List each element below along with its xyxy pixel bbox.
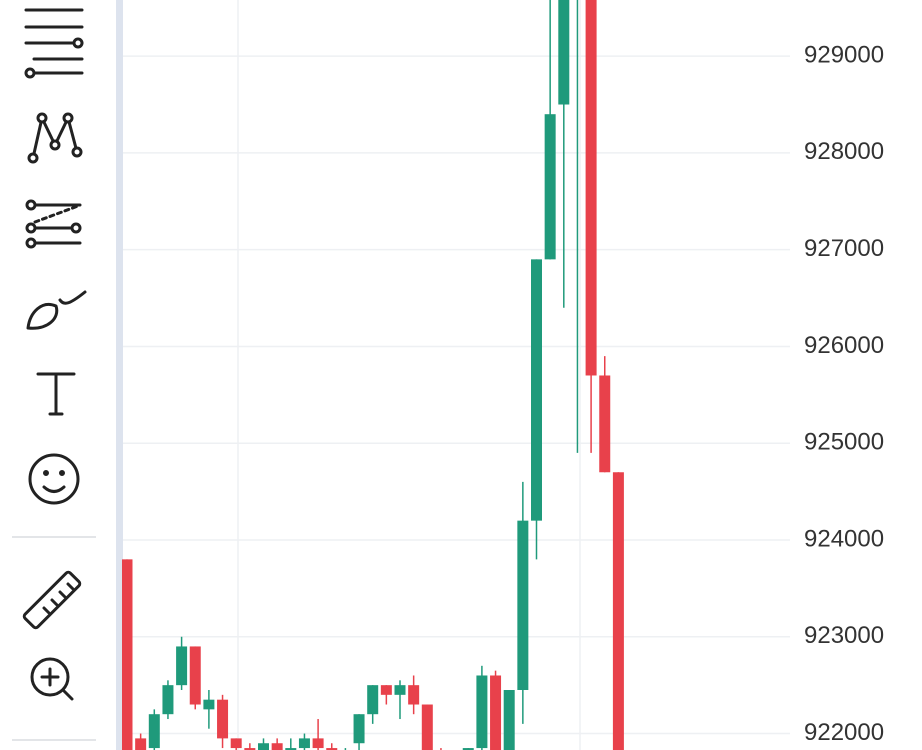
candle-body xyxy=(176,646,188,686)
candle-body xyxy=(585,0,597,376)
candle-body xyxy=(217,699,229,739)
candle-body xyxy=(162,685,174,715)
y-tick-label: 924000 xyxy=(804,525,884,552)
candle-body xyxy=(517,520,529,690)
ruler-tool[interactable] xyxy=(22,570,82,630)
zoom-tool[interactable] xyxy=(30,657,74,701)
candle-body xyxy=(122,559,133,750)
text-tool[interactable] xyxy=(36,372,76,416)
candle-body xyxy=(421,704,433,750)
candle-body xyxy=(476,675,488,749)
candle-body xyxy=(462,748,474,750)
left-edge-bar xyxy=(116,0,123,750)
candle-body xyxy=(380,685,392,695)
candle-body xyxy=(230,738,242,749)
candle-body xyxy=(298,738,310,749)
candle-body xyxy=(544,114,556,260)
candle-body xyxy=(599,375,611,473)
candle-body xyxy=(203,699,215,710)
candle-body xyxy=(285,748,297,750)
y-tick-label: 927000 xyxy=(804,235,884,262)
y-tick-label: 926000 xyxy=(804,332,884,359)
candle-body xyxy=(612,472,624,750)
y-tick-label: 928000 xyxy=(804,138,884,165)
candle-body xyxy=(258,743,269,750)
y-tick-label: 925000 xyxy=(804,429,884,456)
y-tick-label: 923000 xyxy=(804,622,884,649)
candle-body xyxy=(367,685,379,715)
toolbar xyxy=(12,8,96,741)
emoji-tool[interactable] xyxy=(28,453,80,505)
candle-body xyxy=(394,685,406,695)
brush-tool[interactable] xyxy=(26,290,87,330)
candle-body xyxy=(326,748,338,750)
lines-tool[interactable] xyxy=(24,8,84,79)
candle-body xyxy=(353,714,365,744)
candle-body xyxy=(490,675,502,750)
candle-body xyxy=(189,646,201,705)
candle-body xyxy=(408,685,420,705)
candle-body xyxy=(135,738,147,750)
pattern-tool[interactable] xyxy=(27,112,83,164)
candle-body xyxy=(148,714,160,749)
candle-body xyxy=(558,0,570,105)
candle-body xyxy=(244,748,256,750)
candle-body xyxy=(503,690,515,750)
candle-body xyxy=(312,738,324,749)
forecast-tool[interactable] xyxy=(25,199,82,249)
candle-body xyxy=(271,743,283,750)
y-tick-label: 929000 xyxy=(804,41,884,68)
y-tick-label: 922000 xyxy=(804,719,884,746)
candle-body xyxy=(531,259,542,521)
